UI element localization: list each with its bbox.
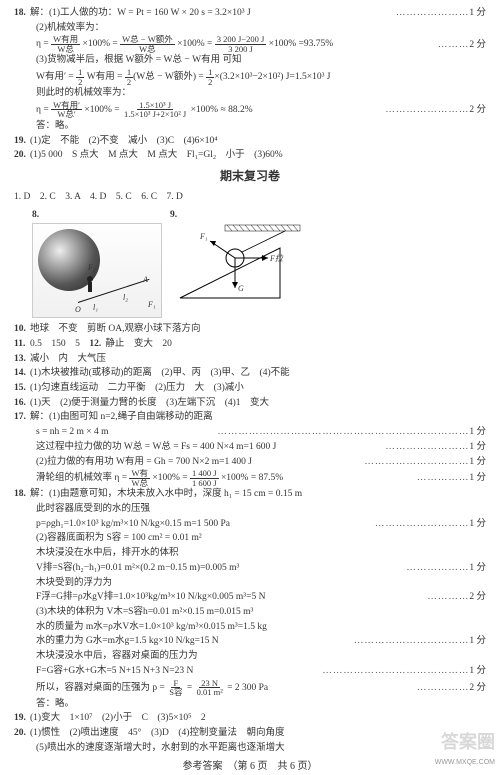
q19: 19.(1)定 不能 (2)不变 减小 (3)C (4)6×10⁴ [14,134,486,149]
q14: 14.(1)木块被推动(或移动)的距离 (2)甲、丙 (3)甲、乙 (4)不能 [14,366,486,381]
multiple-choice: 1. D 2. C 3. A 4. D 5. C 6. C 7. D [14,190,486,205]
figures-row: 8. O l₁ l₂ A F₁ F₂ 9. F₁ F拉 G [32,208,486,318]
q18-answer: 答：略。 [14,119,486,134]
figure-9: 9. F₁ F拉 G [170,208,305,318]
p20: 20.(1)惯性 (2)喷出速度 45° (3)D (4)控制变量法 朝向角度 [14,726,486,741]
q17d: 滑轮组的机械效率 η = W有W总 ×100% = 1 400 J1 600 J… [14,469,486,487]
q18-line1: 18.解：(1)工人做的功：W = Pt = 160 W × 20 s = 3.… [14,6,486,21]
q18-line2: (2)机械效率为： [14,21,486,36]
q15: 15.(1)匀速直线运动 二力平衡 (2)压力 大 (3)减小 [14,381,486,396]
watermark-url: WWW.MXQE.COM [435,758,495,769]
q17b: 这过程中拉力做的功 W总 = W总 = Fs = 400 N×4 m=1 600… [14,440,486,455]
q13: 13.减小 内 大气压 [14,352,486,367]
section-title: 期末复习卷 [14,167,486,186]
p19: 19.(1)变大 1×10⁷ (2)小于 C (3)5×10⁵ 2 [14,711,486,726]
watermark: 答案圈 [441,729,495,757]
p18: 18.解：(1)由题意可知，木块未放入水中时，深度 h₁ = 15 cm = 0… [14,487,486,502]
q16: 16.(1)天 (2)便于测量力臂的长度 (3)左端下沉 (4)1 变大 [14,396,486,411]
q18-line6: η = W有用′W总′ ×100% = 1.5×10³ J1.5×10³ J+2… [14,101,486,119]
q18-line3: (3)货物减半后，根据 W额外 = W总 − W有用 可知 [14,53,486,68]
q18-line4: W有用′ = 12 W有用 = 12(W总 − W额外) = 12×(3.2×1… [14,68,486,86]
q10: 10.地球 不变 剪断 OA,观察小球下落方向 [14,322,486,337]
q17c: (2)拉力做的有用功 W有用 = Gh = 700 N×2 m=1 400 J…… [14,455,486,470]
person-icon [85,276,95,298]
q18-eta-line: η = W有用W总 ×100% = W总 − W额外W总 ×100% = 3 2… [14,35,486,53]
figure-8: 8. O l₁ l₂ A F₁ F₂ [32,208,162,318]
q17a: s = nh = 2 m × 4 m…………………………………………………………… [14,425,486,440]
q11-12: 11.0.5 150 5 12.静止 变大 20 [14,337,486,352]
q17: 17.解：(1)由图可知 n=2,绳子自由端移动的距离 [14,410,486,425]
q18-line5: 则此时的机械效率为： [14,86,486,101]
page-footer: 参考答案 （第 6 页 共 6 页） [14,759,486,775]
q20: 20.(1)5 000 S 点大 M 点大 M 点大 Fl₁=Gl₂ 小于 (3… [14,148,486,163]
